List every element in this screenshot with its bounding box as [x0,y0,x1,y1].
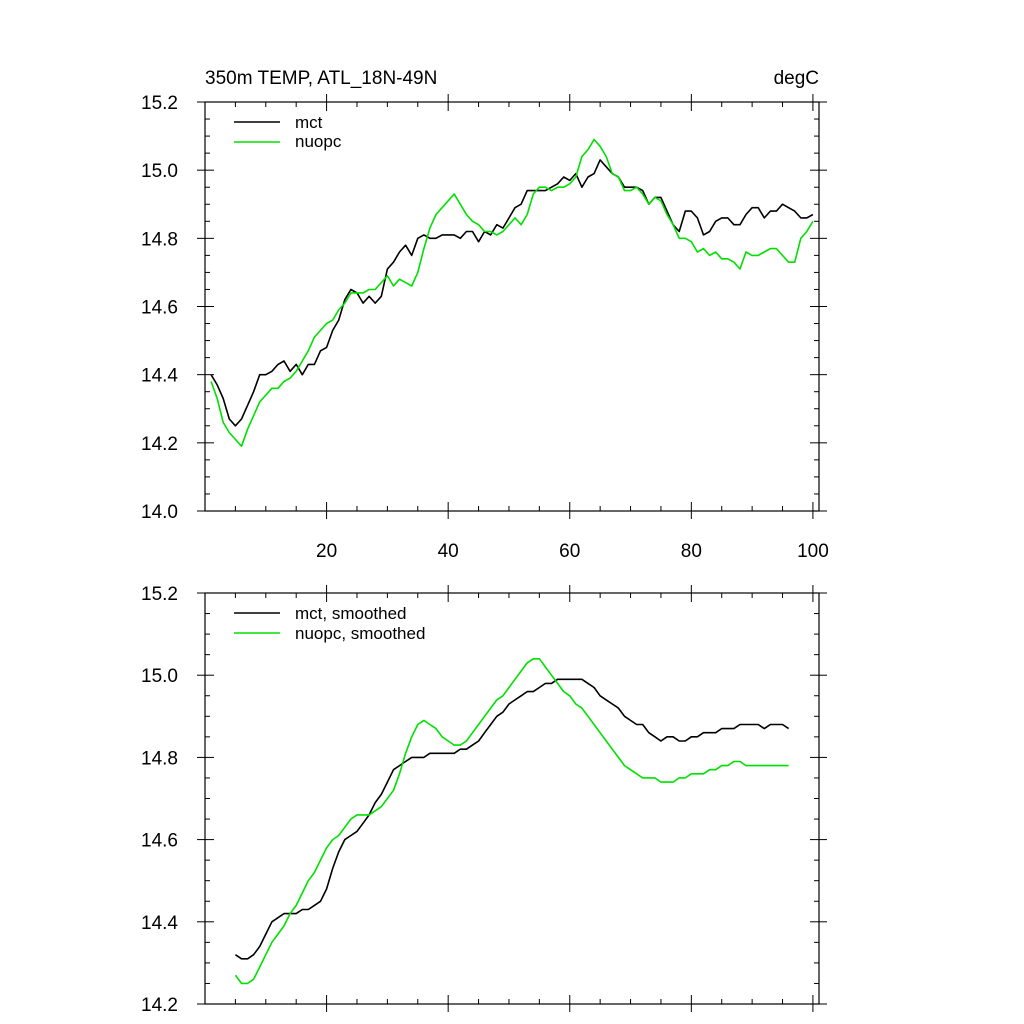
top-series-lines [210,138,814,448]
top-chart-units: degC [774,68,819,89]
bottom-axis-ticks: 14.2 14.4 14.6 14.8 15.0 15.2 [141,584,827,1016]
legend-label-nuopc-smoothed: nuopc, smoothed [295,624,425,643]
bottom-plot-frame [204,592,820,1005]
y-tick-label: 14.2 [141,434,178,455]
top-axis-ticks: 20 40 60 80 100 14.0 14.2 14.4 14.6 14.8 15.0 15.2 [141,93,829,562]
series-line-nuopc [210,138,814,448]
y-tick-label: 14.6 [141,298,178,319]
y-tick-label: 14.0 [141,502,178,523]
series-line-mct-smoothed [234,678,790,960]
legend-label-mct-smoothed: mct, smoothed [295,604,407,623]
y-tick-label: 14.8 [141,748,178,769]
series-line-mct [210,159,814,427]
x-tick-label: 20 [316,541,337,562]
legend-label-nuopc: nuopc [295,132,342,151]
y-tick-label: 15.0 [141,666,178,687]
y-tick-label: 15.2 [141,584,178,605]
y-tick-label: 14.6 [141,831,178,852]
x-tick-label: 100 [797,541,829,562]
bottom-legend: mct, smoothed nuopc, smoothed [234,604,425,643]
y-tick-label: 14.2 [141,995,178,1016]
y-tick-label: 14.4 [141,913,178,934]
legend-label-mct: mct [295,113,323,132]
x-tick-label: 40 [438,541,459,562]
top-chart-title: 350m TEMP, ATL_18N-49N [205,68,437,89]
y-tick-label: 14.8 [141,229,178,250]
y-tick-label: 15.0 [141,161,178,182]
bottom-panel: 14.2 14.4 14.6 14.8 15.0 15.2 mct, smoothed n… [141,584,827,1016]
x-tick-label: 80 [681,541,702,562]
top-plot-frame [204,101,820,512]
bottom-series-lines [234,657,790,985]
top-legend: mct nuopc [234,113,342,151]
x-tick-label: 60 [559,541,580,562]
y-tick-label: 14.4 [141,366,178,387]
y-tick-label: 15.2 [141,93,178,114]
series-line-nuopc-smoothed [234,657,789,985]
top-panel: 350m TEMP, ATL_18N-49N degC 20 40 60 80 100 1… [141,68,829,562]
